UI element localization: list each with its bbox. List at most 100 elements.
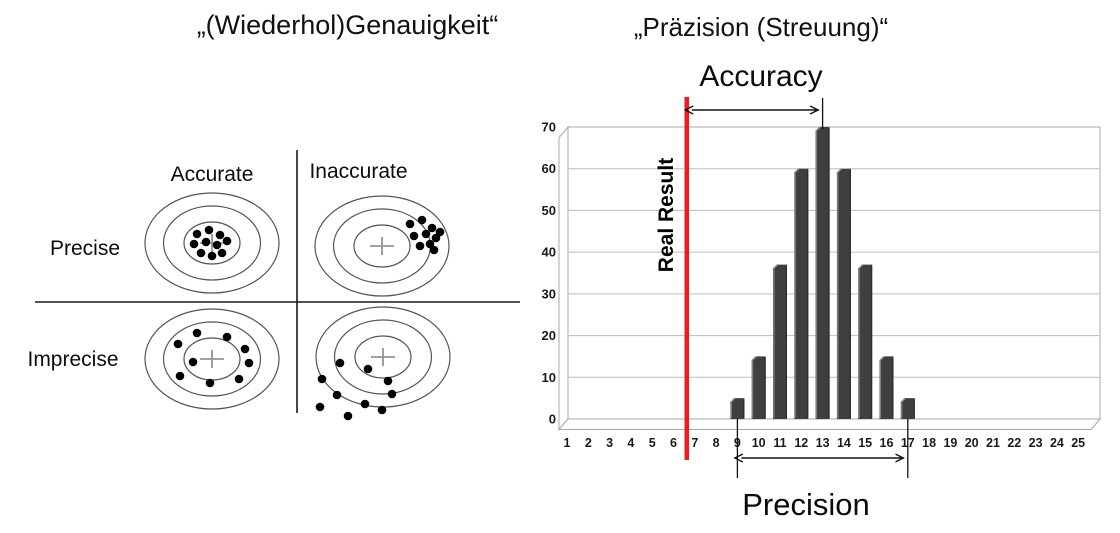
target-precise-inaccurate: [314, 195, 450, 297]
row-label-imprecise: Imprecise: [27, 348, 119, 371]
chart-floor: [557, 418, 1102, 430]
shot-dot: [215, 230, 225, 240]
quadrant-target-diagram: [0, 140, 545, 433]
right-panel-title: „Präzision (Streuung)“: [633, 12, 889, 42]
shot-dot: [383, 376, 393, 386]
x-tick-label-16: 16: [880, 436, 894, 450]
bar-top-highlight: [878, 355, 885, 362]
x-tick-label-13: 13: [816, 436, 830, 450]
target-ring-3: [183, 221, 241, 265]
column-label-inaccurate: Inaccurate: [309, 160, 408, 183]
left-panel-title: „(Wiederhol)Genauigkeit“: [196, 10, 499, 40]
shot-dot: [234, 374, 244, 384]
wall-left-bevel: [558, 125, 569, 431]
x-tick-label-24: 24: [1050, 436, 1064, 450]
shot-dot: [222, 236, 232, 246]
y-tick-label-70: 70: [542, 120, 556, 135]
bar-top-highlight: [729, 397, 736, 404]
target-ring-3: [354, 335, 412, 379]
bar-top-highlight: [900, 397, 906, 404]
shot-dot: [173, 339, 183, 349]
shot-dot: [335, 358, 345, 368]
shot-dot: [427, 223, 437, 233]
bar-top-highlight: [772, 264, 779, 270]
y-tick-label-20: 20: [542, 328, 556, 343]
shot-dot: [205, 378, 215, 388]
x-tick-label-14: 14: [837, 436, 851, 450]
shot-dot: [222, 332, 232, 342]
y-tick-label-60: 60: [542, 161, 556, 176]
shot-dot: [415, 241, 425, 251]
row-label-precise: Precise: [49, 237, 121, 260]
shot-dot: [343, 411, 353, 421]
bar-face: [773, 264, 787, 419]
x-tick-label-19: 19: [943, 436, 957, 450]
bar-face: [815, 127, 830, 419]
precision-bar-chart: 0102030405060701234567891011121314151617…: [520, 85, 1120, 533]
shot-dot: [188, 357, 198, 367]
x-tick-label-4: 4: [627, 436, 634, 450]
shot-dot: [315, 402, 325, 412]
shot-dot: [204, 225, 214, 235]
chart-back-wall: [567, 126, 1101, 420]
bar-face: [879, 356, 894, 419]
x-tick-label-8: 8: [713, 436, 720, 450]
x-tick-label-1: 1: [564, 436, 571, 450]
x-tick-label-20: 20: [965, 436, 979, 450]
shot-dot: [435, 227, 445, 237]
bar-top-highlight: [751, 355, 757, 362]
target-ring-3: [353, 224, 411, 268]
x-tick-label-23: 23: [1029, 436, 1043, 450]
bar-top-highlight: [857, 264, 864, 270]
shot-dot: [377, 405, 387, 415]
x-tick-label-2: 2: [585, 436, 592, 450]
shot-dot: [429, 245, 439, 255]
target-ring-1: [144, 308, 280, 410]
y-tick-label-40: 40: [542, 245, 556, 260]
target-imprecise-inaccurate: [315, 306, 451, 421]
shot-dot: [317, 374, 327, 384]
precision-annotation-label: Precision: [742, 487, 870, 522]
target-ring-1: [144, 192, 280, 294]
bar-15: [857, 264, 873, 419]
x-tick-label-12: 12: [794, 436, 808, 450]
x-tick-label-15: 15: [858, 436, 872, 450]
target-ring-2: [162, 321, 262, 397]
bar-16: [878, 355, 894, 419]
y-tick-label-10: 10: [542, 370, 556, 385]
target-precise-accurate: [144, 192, 280, 294]
bar-top-highlight: [836, 168, 842, 174]
bar-17: [900, 397, 915, 419]
bar-chart-svg: 0102030405060701234567891011121314151617…: [542, 97, 1102, 478]
shot-dot: [175, 371, 185, 381]
x-tick-label-25: 25: [1071, 436, 1085, 450]
x-tick-label-5: 5: [649, 436, 656, 450]
x-tick-label-21: 21: [986, 436, 1000, 450]
y-tick-label-0: 0: [549, 412, 556, 427]
x-tick-label-6: 6: [670, 436, 677, 450]
x-tick-label-3: 3: [606, 436, 613, 450]
shot-dot: [217, 248, 227, 258]
bar-13: [815, 126, 830, 419]
bar-12: [793, 168, 809, 419]
shot-dot: [360, 399, 370, 409]
shot-dot: [409, 231, 419, 241]
bar-top-highlight: [815, 126, 821, 133]
target-imprecise-accurate: [144, 308, 280, 410]
shot-dot: [244, 358, 254, 368]
x-tick-label-10: 10: [752, 436, 766, 450]
shot-dot: [240, 344, 250, 354]
target-ring-1: [314, 195, 450, 297]
y-tick-label-30: 30: [542, 286, 556, 301]
bar-top-highlight: [793, 168, 800, 174]
x-tick-label-11: 11: [773, 436, 786, 450]
x-tick-label-22: 22: [1007, 436, 1021, 450]
shot-dot: [387, 389, 397, 399]
bar-14: [836, 168, 851, 419]
target-ring-2: [333, 319, 433, 395]
shot-dot: [192, 229, 202, 239]
x-tick-label-18: 18: [922, 436, 936, 450]
accuracy-annotation-label: Accuracy: [699, 60, 823, 93]
target-ring-2: [162, 205, 262, 281]
column-label-accurate: Accurate: [170, 163, 254, 186]
